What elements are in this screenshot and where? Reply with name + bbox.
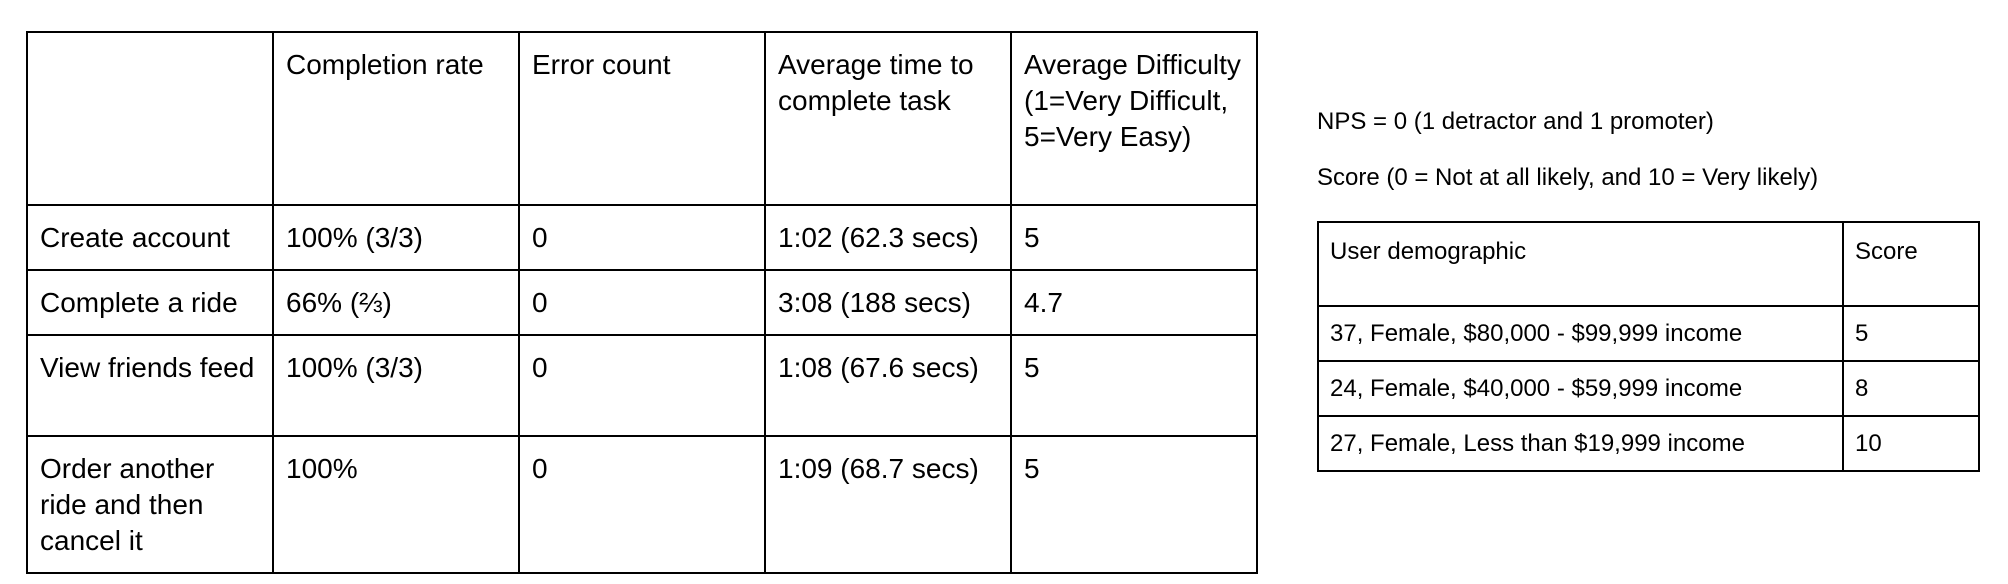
- table-row: Complete a ride 66% (⅔) 0 3:08 (188 secs…: [26, 269, 1258, 336]
- error-count-cell: 0: [518, 435, 766, 574]
- table-header-row: Completion rate Error count Average time…: [26, 31, 1258, 206]
- completion-rate-cell: 100% (3/3): [272, 204, 520, 271]
- average-time-cell: 1:02 (62.3 secs): [764, 204, 1012, 271]
- task-metrics-table: Completion rate Error count Average time…: [26, 31, 1258, 574]
- average-difficulty-cell: 4.7: [1010, 269, 1258, 336]
- table-row: 24, Female, $40,000 - $59,999 income 8: [1317, 360, 1980, 417]
- average-difficulty-cell: 5: [1010, 204, 1258, 271]
- header-cell-average-time: Average time to complete task: [764, 31, 1012, 206]
- header-cell-error-count: Error count: [518, 31, 766, 206]
- average-difficulty-cell: 5: [1010, 334, 1258, 437]
- demographic-cell: 27, Female, Less than $19,999 income: [1317, 415, 1844, 472]
- table-row: Order another ride and then cancel it 10…: [26, 435, 1258, 574]
- error-count-cell: 0: [518, 269, 766, 336]
- task-name-cell: Complete a ride: [26, 269, 274, 336]
- task-name-cell: Create account: [26, 204, 274, 271]
- demographic-cell: 37, Female, $80,000 - $99,999 income: [1317, 305, 1844, 362]
- score-cell: 8: [1842, 360, 1980, 417]
- error-count-cell: 0: [518, 204, 766, 271]
- average-difficulty-cell: 5: [1010, 435, 1258, 574]
- task-name-cell: View friends feed: [26, 334, 274, 437]
- demographic-cell: 24, Female, $40,000 - $59,999 income: [1317, 360, 1844, 417]
- table-row: 37, Female, $80,000 - $99,999 income 5: [1317, 305, 1980, 362]
- average-time-cell: 1:09 (68.7 secs): [764, 435, 1012, 574]
- nps-summary-text: NPS = 0 (1 detractor and 1 promoter): [1317, 108, 1714, 135]
- user-demographic-table: User demographic Score 37, Female, $80,0…: [1317, 221, 1980, 472]
- header-cell-user-demographic: User demographic: [1317, 221, 1844, 307]
- score-cell: 5: [1842, 305, 1980, 362]
- header-cell-completion-rate: Completion rate: [272, 31, 520, 206]
- header-cell-score: Score: [1842, 221, 1980, 307]
- completion-rate-cell: 100% (3/3): [272, 334, 520, 437]
- average-time-cell: 1:08 (67.6 secs): [764, 334, 1012, 437]
- header-cell-average-difficulty: Average Difficulty (1=Very Difficult, 5=…: [1010, 31, 1258, 206]
- score-cell: 10: [1842, 415, 1980, 472]
- completion-rate-cell: 100%: [272, 435, 520, 574]
- table-row: Create account 100% (3/3) 0 1:02 (62.3 s…: [26, 204, 1258, 271]
- completion-rate-cell: 66% (⅔): [272, 269, 520, 336]
- table-row: View friends feed 100% (3/3) 0 1:08 (67.…: [26, 334, 1258, 437]
- task-name-cell: Order another ride and then cancel it: [26, 435, 274, 574]
- table-row: 27, Female, Less than $19,999 income 10: [1317, 415, 1980, 472]
- score-scale-text: Score (0 = Not at all likely, and 10 = V…: [1317, 164, 1819, 191]
- average-time-cell: 3:08 (188 secs): [764, 269, 1012, 336]
- error-count-cell: 0: [518, 334, 766, 437]
- table-header-row: User demographic Score: [1317, 221, 1980, 307]
- header-cell-task: [26, 31, 274, 206]
